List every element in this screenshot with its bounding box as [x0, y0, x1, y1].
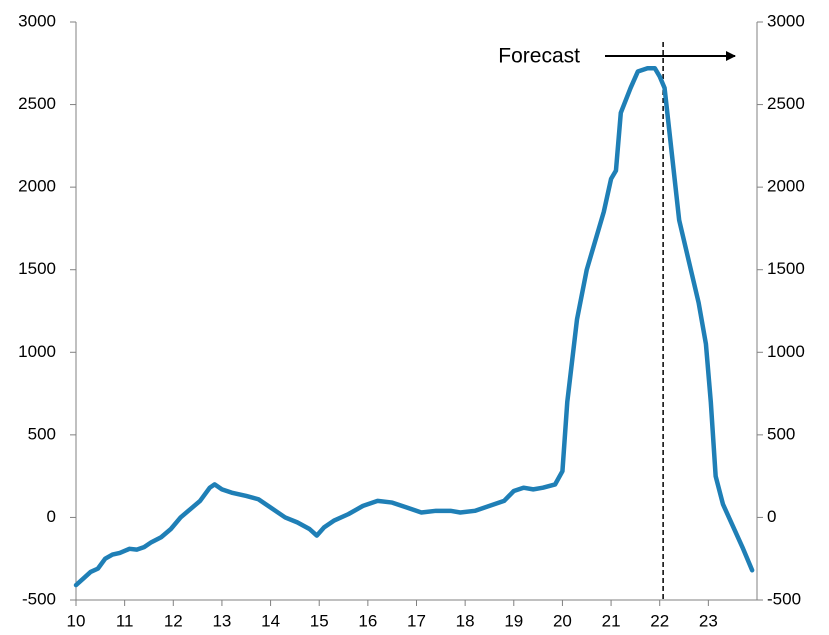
y-tick-label: 500 [28, 424, 56, 443]
x-tick-label: 15 [310, 611, 329, 630]
y2-tick-label: 1000 [767, 342, 805, 361]
y-tick-label: 0 [47, 507, 56, 526]
annotation: Forecast [498, 45, 580, 68]
y2-tick-label: 500 [767, 424, 795, 443]
y-tick-label: -500 [22, 589, 56, 608]
y-tick-label: 1500 [18, 259, 56, 278]
y2-tick-label: 0 [767, 507, 776, 526]
x-tick-label: 17 [407, 611, 426, 630]
x-tick-label: 19 [504, 611, 523, 630]
y2-tick-label: 2500 [767, 94, 805, 113]
y-tick-label: 2000 [18, 177, 56, 196]
y2-tick-label: 2000 [767, 177, 805, 196]
y-tick-label: 3000 [18, 11, 56, 30]
x-tick-label: 21 [602, 611, 621, 630]
y-tick-label: 2500 [18, 94, 56, 113]
y-tick-label: 1000 [18, 342, 56, 361]
x-tick-label: 14 [261, 611, 280, 630]
x-tick-label: 22 [650, 611, 669, 630]
x-tick-label: 20 [553, 611, 572, 630]
y2-tick-label: 3000 [767, 11, 805, 30]
x-tick-label: 11 [116, 611, 134, 630]
y2-tick-label: 1500 [767, 259, 805, 278]
x-tick-label: 23 [699, 611, 718, 630]
x-tick-label: 16 [358, 611, 377, 630]
x-tick-label: 12 [164, 611, 183, 630]
y2-tick-label: -500 [767, 589, 801, 608]
data-line [73, 65, 755, 588]
x-tick-label: 13 [212, 611, 231, 630]
x-tick-label: 18 [456, 611, 475, 630]
x-tick-label: 10 [67, 611, 86, 630]
